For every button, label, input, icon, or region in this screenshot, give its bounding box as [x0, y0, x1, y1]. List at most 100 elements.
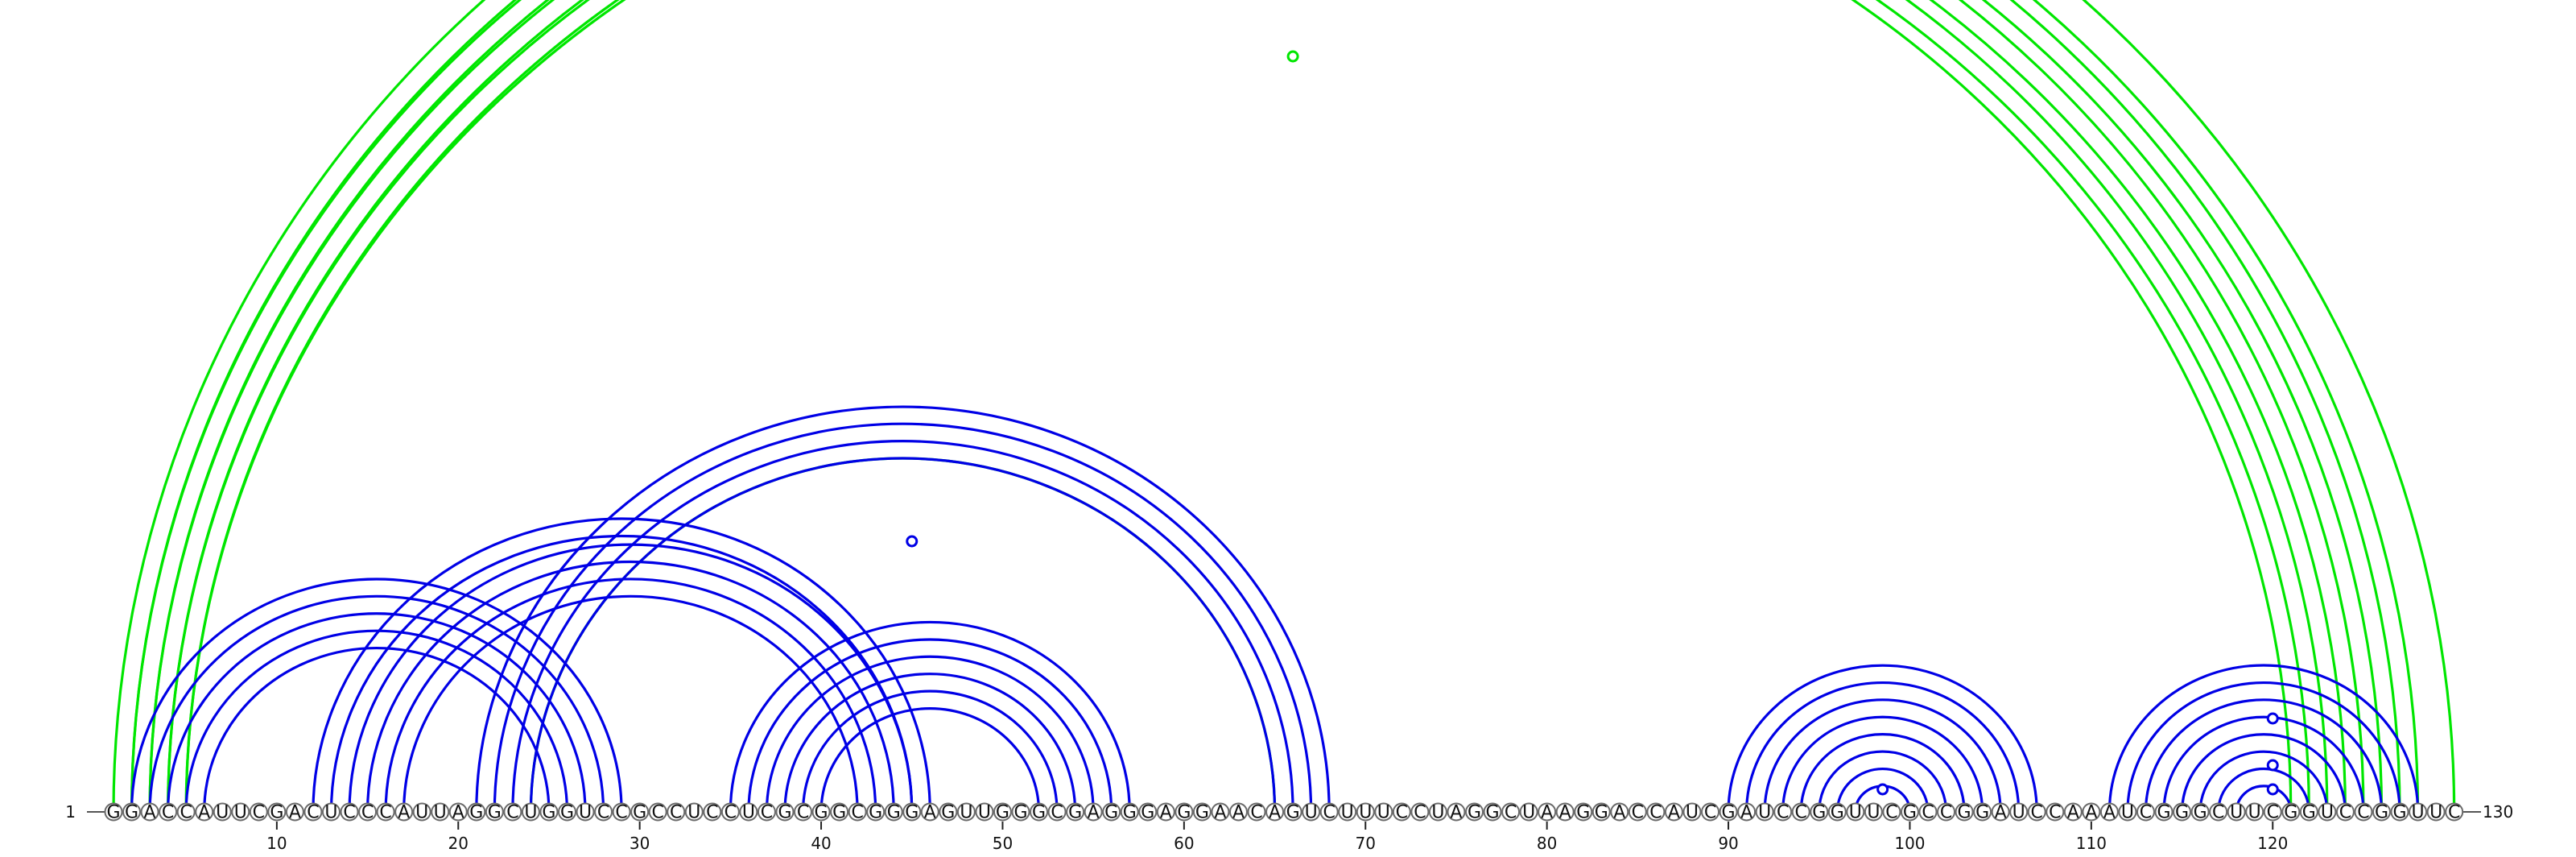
pair-arc-green: [112, 0, 2456, 813]
nucleotide-letter: G: [1958, 803, 1971, 823]
nucleotide-circle: [2263, 802, 2282, 822]
nucleotide-circle: [2445, 802, 2464, 822]
nucleotide: G: [1102, 802, 1121, 823]
nucleotide-letter: A: [1995, 803, 2007, 823]
pair-arc-blue: [1727, 664, 2038, 813]
nucleotide: G: [2173, 802, 2192, 823]
pair-arc-blue: [312, 517, 931, 813]
nucleotide: G: [1827, 802, 1847, 823]
nucleotide: C: [249, 802, 268, 823]
nucleotide-circle: [2354, 802, 2373, 822]
nucleotide-letter: U: [2412, 803, 2425, 823]
nucleotide-letter: U: [2429, 803, 2442, 823]
nucleotide-circle: [848, 802, 867, 822]
nucleotide: G: [830, 802, 849, 823]
nucleotide: C: [1646, 802, 1666, 823]
pair-arc-blue: [384, 578, 877, 813]
pair-arc-green: [167, 0, 2329, 813]
nucleotide: A: [2099, 802, 2119, 823]
nucleotide-circle: [503, 802, 522, 822]
nucleotide: C: [757, 802, 776, 823]
nucleotide-circle: [1519, 802, 1538, 822]
nucleotide-letter: G: [270, 803, 283, 823]
nucleotide-letter: A: [289, 803, 301, 823]
nucleotide-letter: G: [2302, 803, 2316, 823]
nucleotide-circle: [321, 802, 341, 822]
nucleotide: U: [431, 802, 450, 823]
nucleotide: C: [2209, 802, 2228, 823]
nucleotide: G: [1030, 802, 1049, 823]
nucleotide: G: [267, 802, 287, 823]
nucleotide-letter: A: [1088, 803, 1100, 823]
nucleotide-circle: [739, 802, 758, 822]
nucleotide-letter: U: [1377, 803, 1390, 823]
nucleotide-circle: [176, 802, 196, 822]
nucleotide-letter: G: [1177, 803, 1191, 823]
pair-arc-blue: [2126, 681, 2401, 813]
nucleotide-letter: C: [307, 803, 319, 823]
nucleotide-circle: [1228, 802, 1248, 822]
nucleotide-circle: [1428, 802, 1447, 822]
nucleotide-letter: G: [2157, 803, 2170, 823]
nucleotide-circle: [794, 802, 813, 822]
pair-arc-blue: [1799, 733, 1966, 813]
nucleotide-circle: [1374, 802, 1393, 822]
nucleotide-circle: [1192, 802, 1212, 822]
nucleotide-letter: C: [724, 803, 737, 823]
nucleotide-letter: G: [488, 803, 502, 823]
nucleotide-circle: [1066, 802, 1085, 822]
nucleotide: C: [1918, 802, 1938, 823]
nucleotide-circle: [956, 802, 976, 822]
nucleotide-letter: C: [1051, 803, 1063, 823]
pair-arc-blue: [2162, 715, 2365, 813]
nucleotide-letter: C: [615, 803, 627, 823]
nucleotide-letter: A: [2085, 803, 2097, 823]
nucleotide-letter: C: [652, 803, 664, 823]
nucleotide-letter: U: [1686, 803, 1699, 823]
nucleotide-letter: G: [560, 803, 574, 823]
pair-arc-green: [148, 0, 2365, 813]
nucleotide-circle: [1319, 802, 1339, 822]
nucleotide-circle: [1701, 802, 1720, 822]
nucleotide-circle: [394, 802, 414, 822]
nucleotide-letter: G: [905, 803, 919, 823]
nucleotide: C: [2027, 802, 2046, 823]
nucleotide: G: [2372, 802, 2391, 823]
nucleotide: G: [467, 802, 486, 823]
nucleotide: C: [594, 802, 613, 823]
nucleotide: G: [866, 802, 886, 823]
nucleotide-circle: [1991, 802, 2010, 822]
pair-arc-blue: [2217, 767, 2310, 813]
pair-arc-blue: [329, 534, 914, 813]
nucleotide: G: [1810, 802, 1829, 823]
nucleotide-circle: [612, 802, 631, 822]
nucleotide: U: [2245, 802, 2264, 823]
nucleotide: C: [2335, 802, 2355, 823]
nucleotide-letter: C: [2339, 803, 2351, 823]
nucleotide: G: [1138, 802, 1158, 823]
nucleotide: A: [1211, 802, 1230, 823]
nucleotide: G: [2299, 802, 2318, 823]
nucleotide-circle: [1138, 802, 1158, 822]
nucleotide: G: [104, 802, 123, 823]
nucleotide: A: [140, 802, 159, 823]
nucleotide-circle: [2027, 802, 2046, 822]
nucleotide: U: [684, 802, 704, 823]
nucleotide: U: [1356, 802, 1375, 823]
nucleotide: G: [1192, 802, 1212, 823]
nucleotide: G: [811, 802, 831, 823]
nucleotide: U: [1428, 802, 1447, 823]
nucleotide-letter: A: [1668, 803, 1680, 823]
nucleotide-circle: [1392, 802, 1411, 822]
nucleotide: C: [303, 802, 323, 823]
nucleotide-letter: C: [797, 803, 809, 823]
nucleotide-letter: A: [1541, 803, 1553, 823]
nucleotide-circle: [667, 802, 686, 822]
nucleotide: U: [975, 802, 994, 823]
nucleotide: G: [485, 802, 504, 823]
nucleotide-circle: [2046, 802, 2065, 822]
nucleotide-circle: [539, 802, 559, 822]
nucleotide-circle: [267, 802, 287, 822]
nucleotide-circle: [1664, 802, 1683, 822]
nucleotide-letter: C: [1323, 803, 1335, 823]
